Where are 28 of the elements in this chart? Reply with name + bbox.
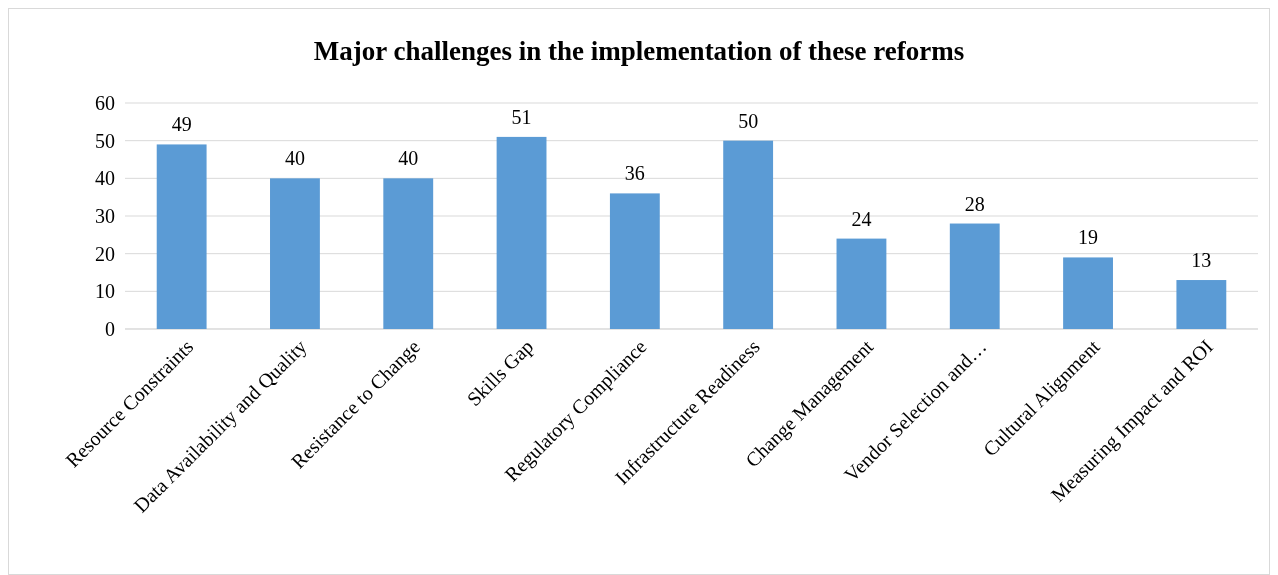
bar xyxy=(723,140,774,329)
y-tick-label: 40 xyxy=(95,167,115,190)
y-tick-label: 10 xyxy=(95,280,115,303)
y-tick-label: 50 xyxy=(95,129,115,152)
data-label: 28 xyxy=(964,192,985,215)
bar xyxy=(836,238,887,329)
data-label: 24 xyxy=(851,207,872,230)
y-tick-label: 60 xyxy=(95,92,115,114)
y-tick-label: 0 xyxy=(105,318,115,340)
bar xyxy=(156,144,207,329)
chart-title: Major challenges in the implementation of these reforms xyxy=(313,36,965,66)
data-label: 36 xyxy=(624,162,645,185)
y-tick-label: 30 xyxy=(95,205,115,227)
data-label: 40 xyxy=(398,147,419,170)
y-tick-label: 20 xyxy=(95,242,115,265)
data-label: 51 xyxy=(511,105,532,128)
bar xyxy=(383,178,434,329)
data-label: 49 xyxy=(171,113,192,136)
bar xyxy=(609,193,660,329)
bar xyxy=(496,136,547,329)
bar xyxy=(270,178,320,329)
data-label: 13 xyxy=(1191,249,1212,272)
data-label: 40 xyxy=(284,147,305,170)
data-label: 19 xyxy=(1078,226,1099,249)
bar xyxy=(1063,257,1113,329)
bar xyxy=(1176,280,1227,329)
data-label: 50 xyxy=(738,109,759,132)
bar xyxy=(949,223,1000,329)
